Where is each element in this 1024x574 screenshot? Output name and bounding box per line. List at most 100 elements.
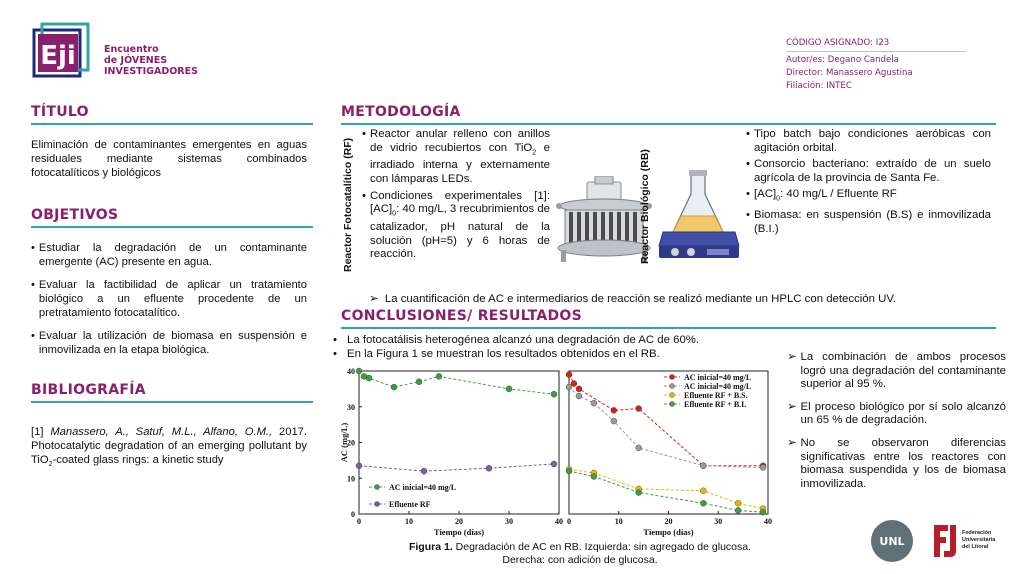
objetivos-list: • Estudiar la degradación de un contamina… — [31, 241, 307, 366]
list-item: • Evaluar la factibilidad de aplicar un t… — [31, 279, 307, 319]
affiliation: Filiación: INTEC — [786, 81, 852, 91]
list-item: • [AC]0: 40 mg/L / Efluente RF — [746, 188, 897, 203]
x-tick-label: 20 — [665, 517, 673, 526]
x-tick-label: 30 — [714, 517, 722, 526]
data-point — [635, 444, 642, 452]
titulo-divider — [31, 123, 313, 125]
unl-logo: UNL — [871, 520, 913, 562]
legend-marker — [669, 374, 675, 380]
legend-label: Efluente RF + B.S. — [684, 391, 748, 400]
arrow-icon: ➢ — [787, 351, 797, 363]
x-tick-label: 20 — [455, 517, 463, 526]
logo-text: Encuentro de JÓVENES INVESTIGADORES — [104, 44, 198, 77]
rf-label: Reactor Fotocatalítico (RF) — [342, 137, 354, 272]
series-line — [358, 370, 555, 395]
data-point — [700, 500, 707, 507]
data-point — [590, 473, 598, 480]
data-point — [550, 391, 558, 398]
data-point — [365, 374, 373, 382]
bibliografia-heading: BIBLIOGRAFÍA — [31, 382, 146, 398]
x-tick-label: 40 — [555, 517, 563, 526]
chart-left: 0 10 20 30 40 Tiempo (días) 0 10 20 30 40 AC (mg/L)… — [339, 367, 563, 537]
arrow-icon: ➢ — [787, 400, 797, 413]
x-tick-label: 0 — [567, 517, 571, 526]
data-point — [700, 462, 707, 469]
data-point — [590, 399, 598, 407]
data-point — [435, 373, 443, 380]
list-item: ➢ No se observaron diferencias significat… — [787, 436, 1006, 490]
list-item: ➢ La combinación de ambos procesos logró … — [787, 351, 1006, 391]
objetivos-divider — [31, 226, 313, 228]
x-axis-label: Tiempo (días) — [434, 527, 484, 537]
data-point — [734, 507, 742, 514]
resultados-heading: CONCLUSIONES/ RESULTADOS — [341, 308, 583, 324]
legend-marker — [669, 383, 675, 389]
svg-text:Eji: Eji — [40, 41, 76, 71]
list-item: • Tipo batch bajo condiciones aeróbicas c… — [746, 128, 991, 154]
list-item: • Estudiar la degradación de un contamina… — [31, 242, 307, 268]
data-point — [575, 385, 583, 393]
data-point — [355, 462, 363, 469]
x-tick-label: 10 — [615, 517, 623, 526]
y-tick-label: 40 — [347, 367, 355, 376]
series-line — [568, 470, 764, 513]
data-point — [550, 460, 558, 468]
data-point — [635, 405, 642, 412]
poster-meta: CÓDIGO ASIGNADO: I23 Autor/es: Degano Ca… — [786, 37, 913, 93]
series-line — [358, 463, 555, 472]
data-point — [355, 367, 363, 375]
titulo-text: Eliminación de contaminantes emergentes … — [31, 139, 307, 179]
arrow-icon: ➢ — [369, 293, 379, 305]
eji-logo: Eji — [32, 22, 90, 78]
data-point — [759, 509, 767, 516]
author: Autor/es: Degano Candela — [786, 55, 899, 65]
metodologia-divider — [341, 123, 996, 125]
resultados-list: • La fotocatálisis heterogénea alcanzó un… — [333, 333, 773, 361]
bibliografia-divider — [31, 401, 313, 403]
data-point — [485, 465, 493, 472]
metodologia-heading: METODOLOGÍA — [341, 104, 461, 120]
data-point — [700, 487, 707, 494]
data-point — [635, 489, 642, 496]
legend-label: AC inicial=40 mg/L — [684, 373, 751, 382]
x-tick-label: 30 — [505, 517, 513, 526]
data-point — [566, 383, 573, 391]
data-point — [566, 467, 573, 475]
meta-divider — [786, 51, 966, 52]
chart-right: 0 10 20 30 40 Tiempo (días) AC inicial=40 mg/L… — [566, 370, 772, 537]
list-item: • En la Figura 1 se muestran los resultad… — [333, 348, 660, 360]
list-item: • Biomasa: en suspensión (B.S) e inmovili… — [746, 209, 991, 235]
data-point — [390, 383, 398, 391]
series-line — [568, 468, 764, 510]
list-item: • Condiciones experimentales [1]: [AC]0: … — [362, 189, 550, 261]
plot-frame — [358, 370, 560, 515]
figure-caption: Figura 1. Degradación de AC en RB. Izqui… — [408, 541, 752, 566]
data-point — [610, 417, 617, 425]
titulo-heading: TÍTULO — [31, 104, 89, 120]
legend-label: AC inicial=40 mg/L — [389, 483, 456, 492]
data-point — [566, 371, 573, 378]
data-point — [570, 380, 578, 387]
assigned-code: CÓDIGO ASIGNADO: I23 — [786, 38, 890, 48]
list-item: • La fotocatálisis heterogénea alcanzó un… — [333, 334, 700, 346]
rb-description: • Tipo batch bajo condiciones aeróbicas c… — [746, 128, 991, 245]
data-point — [734, 500, 742, 507]
data-point — [420, 467, 428, 475]
objetivos-heading: OBJETIVOS — [31, 207, 119, 223]
list-item: • Reactor anular relleno con anillos de v… — [362, 128, 551, 186]
legend-label: Efluente RF + B.I. — [684, 400, 746, 409]
legend-marker — [374, 484, 380, 490]
hplc-note: ➢ La cuantificación de AC e intermediari… — [369, 293, 897, 305]
arrow-icon: ➢ — [787, 436, 797, 449]
list-item: • Consorcio bacteriano: extraído de un su… — [746, 158, 991, 184]
legend-label: Efluente RF — [389, 500, 431, 509]
x-tick-label: 40 — [764, 517, 772, 526]
rb-label: Reactor Biológico (RB) — [639, 149, 651, 264]
y-tick-label: 30 — [347, 403, 355, 412]
data-point — [415, 378, 423, 385]
conclusions-list: ➢ La combinación de ambos procesos logró … — [787, 351, 1006, 500]
list-item: ➢ El proceso biológico por sí solo alcanz… — [787, 400, 1006, 427]
y-tick-label: 10 — [347, 474, 355, 483]
y-tick-label: 0 — [351, 510, 355, 519]
rf-description: • Reactor anular relleno con anillos de v… — [362, 128, 550, 271]
